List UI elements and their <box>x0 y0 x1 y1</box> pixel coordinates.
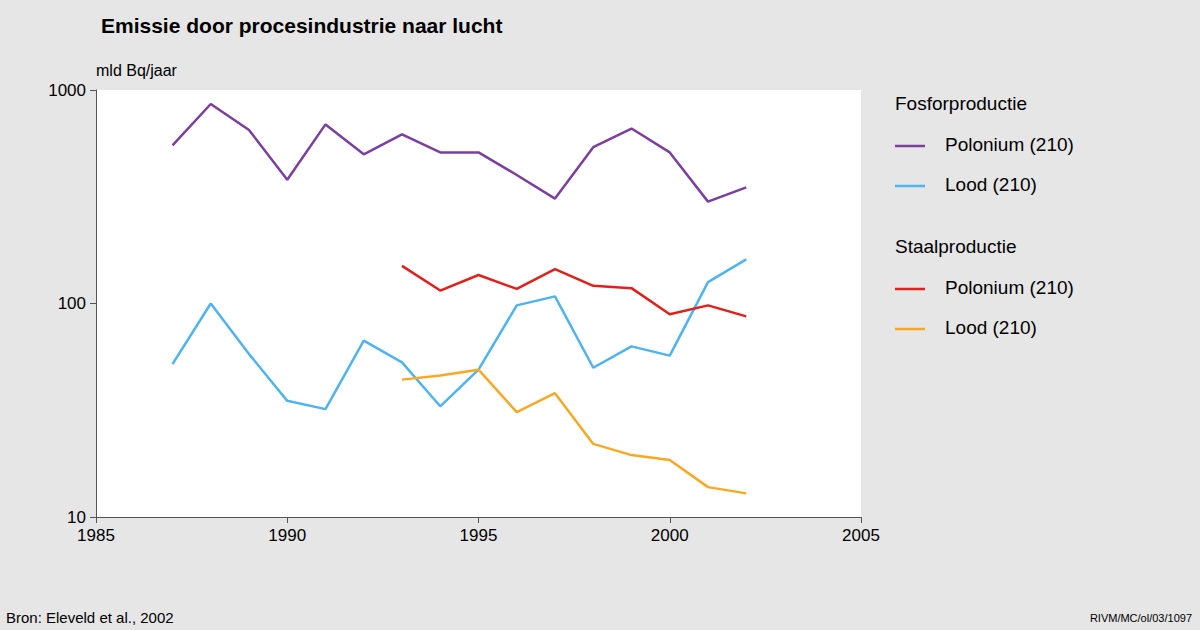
svg-text:Polonium (210): Polonium (210) <box>945 134 1074 155</box>
svg-text:RIVM/MC/ol/03/1097: RIVM/MC/ol/03/1097 <box>1090 612 1192 624</box>
svg-text:Fosforproductie: Fosforproductie <box>895 93 1027 114</box>
svg-text:100: 100 <box>58 294 86 313</box>
svg-text:Emissie door procesindustrie n: Emissie door procesindustrie naar lucht <box>101 14 502 37</box>
svg-text:Staalproductie: Staalproductie <box>895 236 1016 257</box>
svg-text:Bron: Eleveld et al., 2002: Bron: Eleveld et al., 2002 <box>6 609 174 626</box>
svg-text:1000: 1000 <box>48 81 86 100</box>
svg-text:2000: 2000 <box>651 526 689 545</box>
svg-text:2005: 2005 <box>842 526 880 545</box>
svg-text:1985: 1985 <box>77 526 115 545</box>
svg-text:mld Bq/jaar: mld Bq/jaar <box>96 62 178 79</box>
svg-text:Lood (210): Lood (210) <box>945 317 1037 338</box>
svg-text:10: 10 <box>67 508 86 527</box>
svg-text:1990: 1990 <box>268 526 306 545</box>
svg-text:1995: 1995 <box>460 526 498 545</box>
svg-text:Lood (210): Lood (210) <box>945 174 1037 195</box>
svg-text:Polonium (210): Polonium (210) <box>945 277 1074 298</box>
